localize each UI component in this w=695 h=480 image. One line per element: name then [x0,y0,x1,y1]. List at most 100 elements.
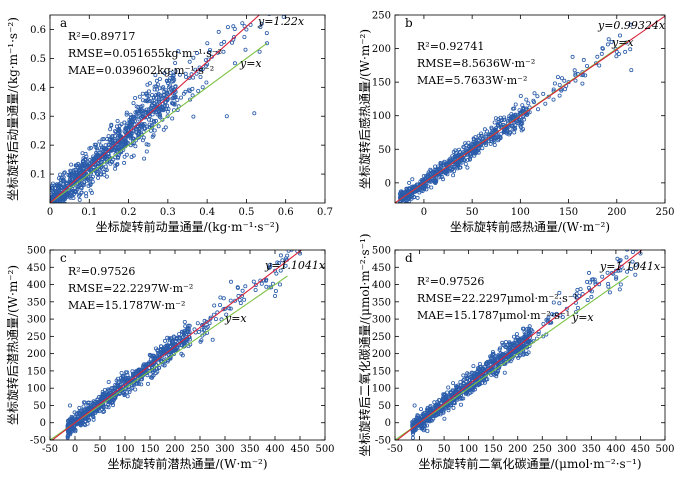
data-point [194,71,199,76]
data-point [122,140,127,145]
data-point [162,89,167,94]
data-point [617,287,622,292]
data-point [88,404,93,409]
data-point [438,412,443,417]
data-point [474,138,479,143]
data-point [508,345,513,350]
data-point [470,141,475,146]
data-point [202,331,207,336]
data-point [88,182,93,187]
data-point [259,21,264,26]
data-point [156,99,161,104]
data-point [100,389,105,394]
data-point [128,131,133,136]
data-point [505,343,510,348]
data-point [91,401,96,406]
data-point [581,57,586,62]
data-point [492,120,497,125]
data-point [191,55,196,60]
data-point [157,77,162,82]
data-point [198,75,203,80]
data-point [140,103,145,108]
data-point [588,280,593,285]
data-point [557,290,562,295]
data-point [62,202,65,203]
data-point [105,388,110,393]
data-point [88,180,93,185]
data-point [158,106,163,111]
data-point [65,435,70,440]
data-point [609,40,614,45]
y-tick-label: 0.6 [30,25,46,36]
data-point [574,291,579,296]
data-point [585,298,590,303]
data-point [251,279,256,284]
data-point [96,175,101,180]
data-point [440,174,445,179]
data-point [222,306,227,311]
data-point [170,96,175,101]
data-point [101,391,106,396]
data-point [512,334,517,339]
data-point [74,163,79,168]
data-point [84,191,89,196]
data-point [545,317,550,322]
data-point [624,255,629,260]
data-point [402,190,407,195]
data-point [123,378,128,383]
fit-line [395,15,665,203]
data-point [179,339,184,344]
data-point [239,9,242,12]
data-point [502,129,507,134]
data-point [455,383,460,388]
data-point [173,84,178,89]
data-point [450,392,455,397]
data-point [473,150,478,155]
y-tick-label: 0 [385,418,391,429]
data-point [153,346,158,351]
data-point [115,161,120,166]
data-point [489,367,494,372]
data-point [188,97,193,102]
data-point [587,270,592,275]
data-point [498,135,503,140]
data-point [438,160,443,165]
data-point [158,358,163,363]
data-point [90,156,95,161]
data-point [497,347,502,352]
data-point [91,417,96,422]
data-point [156,365,161,370]
data-point [411,185,416,190]
data-point [557,83,562,88]
data-point [495,369,500,374]
x-tick-label: 0 [47,207,53,218]
data-point [100,137,105,142]
y-tick-label: -50 [375,436,391,447]
y-tick-label: 0.3 [30,112,46,123]
data-point [99,172,104,177]
data-point [65,181,70,186]
data-point [142,156,147,161]
data-point [53,191,58,196]
data-point [551,97,556,102]
data-point [82,175,87,180]
x-tick-label: 500 [315,444,334,455]
data-point [203,58,208,63]
data-point [449,400,454,405]
data-point [172,344,177,349]
data-point [57,216,60,219]
data-point [465,165,470,170]
chart-panel-a: 0 0.1 0.2 0.3 0.4 0.5 0.6 0.7 0.1 0.2 0.3 0.4 0.5 0.6… [5,9,333,234]
data-layer [50,250,302,440]
x-tick-label: 250 [533,444,552,455]
data-point [227,306,232,311]
data-point [425,428,430,433]
data-point [205,41,210,46]
data-point [200,327,205,332]
data-point [173,61,178,66]
data-point [99,145,104,150]
data-point [73,427,78,432]
data-point [146,107,151,112]
data-point [489,126,494,131]
data-point [98,171,103,176]
